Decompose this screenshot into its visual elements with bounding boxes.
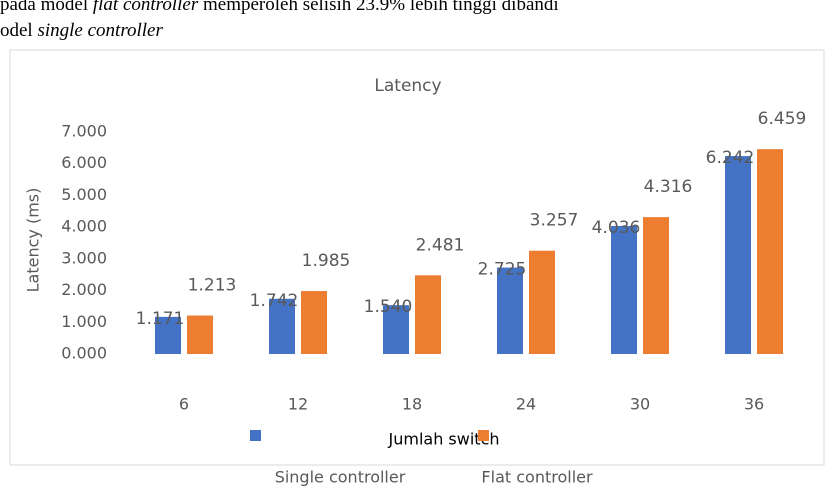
data-label: 3.257 [530,211,579,231]
text-line: pada model flat controller memperoleh se… [0,0,825,18]
bar [757,149,783,354]
data-label: 2.725 [478,260,527,280]
y-tick-label: 0.000 [61,344,107,363]
y-tick-label: 3.000 [61,248,107,267]
legend-swatch [250,430,261,441]
bar [497,267,523,354]
text-run: flat controller [92,0,199,15]
y-tick-label: 2.000 [61,280,107,299]
x-tick-label: 6 [179,395,189,414]
y-tick-label: 1.000 [61,312,107,331]
data-label: 1.742 [250,291,299,311]
data-label: 1.171 [136,309,185,329]
text-run: single controller [37,20,163,41]
data-label: 1.213 [188,276,237,296]
bar [415,275,441,354]
x-axis-label: Jumlah switch [388,430,500,449]
bar [187,315,213,354]
data-label: 2.481 [416,235,465,255]
data-label: 4.316 [644,177,693,197]
data-label: 4.036 [592,218,641,238]
y-tick-label: 7.000 [61,122,107,141]
x-tick-label: 18 [402,395,422,414]
x-tick-label: 12 [288,395,308,414]
x-tick-label: 24 [516,395,536,414]
document-text: pada model flat controller memperoleh se… [0,0,825,44]
data-label: 1.985 [302,251,351,271]
data-label: 1.540 [364,297,413,317]
y-tick-label: 4.000 [61,217,107,236]
text-run: memperoleh selisih 23.9% lebih tinggi di… [198,0,559,15]
data-label: 6.459 [758,109,807,129]
bar [155,316,181,354]
y-tick-label: 6.000 [61,153,107,172]
text-line: odel single controller [0,18,825,44]
x-tick-label: 30 [630,395,650,414]
y-axis-label: Latency (ms) [24,188,43,293]
chart-frame [9,49,825,466]
bar [383,305,409,354]
x-tick-label: 36 [744,395,764,414]
bar [643,217,669,354]
text-run: odel [0,20,38,41]
legend-label: Flat controller [481,468,593,487]
bar [269,298,295,354]
data-label: 6.242 [706,148,755,168]
legend-swatch [478,430,489,441]
bar [301,291,327,354]
bar [611,226,637,354]
chart-title: Latency [374,76,441,96]
text-run: pada model [0,0,93,15]
legend-label: Single controller [275,468,406,487]
y-tick-label: 5.000 [61,185,107,204]
bar [529,250,555,354]
bar [725,156,751,354]
